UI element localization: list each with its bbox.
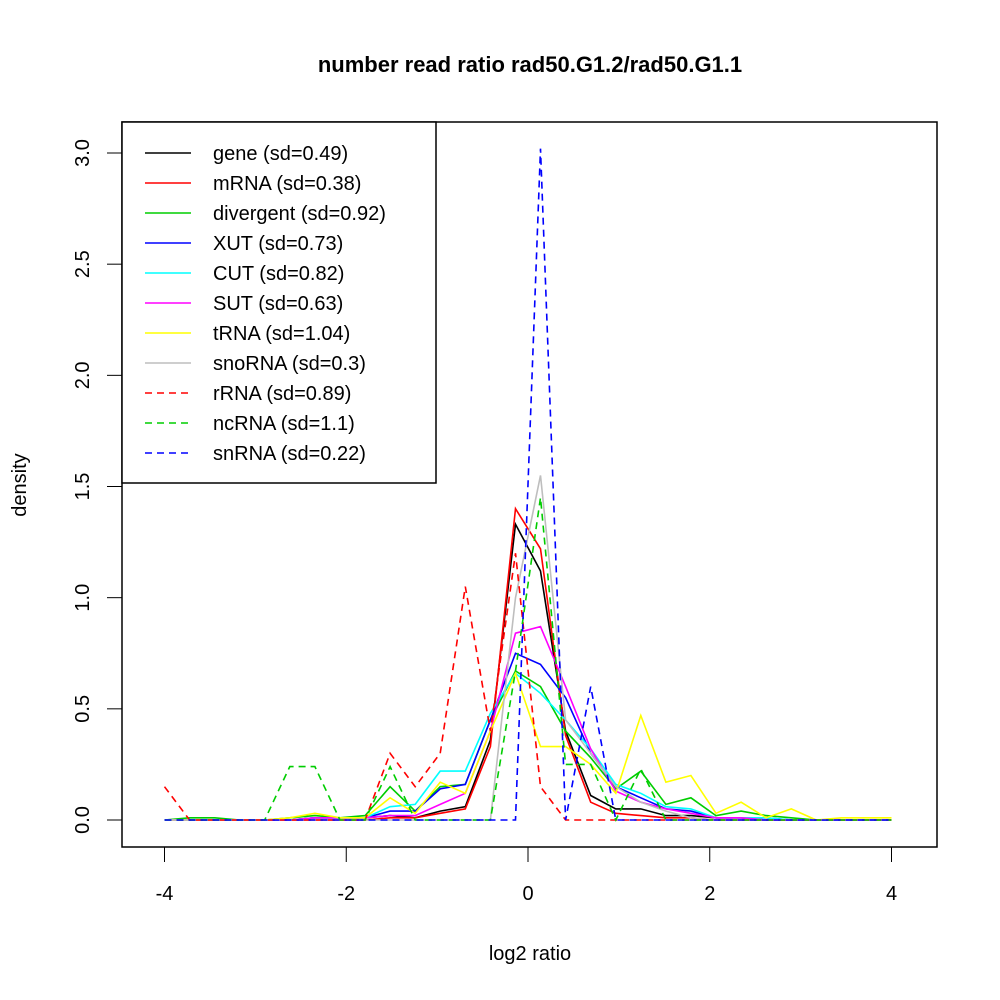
series-line-snrna — [164, 148, 892, 821]
series-lines — [163, 148, 892, 822]
y-tick-label: 1.0 — [72, 584, 94, 612]
y-tick-label: 0.0 — [72, 806, 94, 834]
y-tick-label: 0.5 — [72, 695, 94, 723]
y-tick-label: 1.5 — [72, 473, 94, 501]
x-tick-label: -4 — [156, 883, 174, 905]
series-line-snorna — [164, 475, 892, 821]
legend-label: rRNA (sd=0.89) — [213, 383, 351, 405]
legend-label: XUT (sd=0.73) — [213, 233, 343, 255]
x-tick-label: 0 — [522, 883, 533, 905]
series-line-cut — [164, 672, 892, 821]
y-axis-label: density — [9, 453, 31, 516]
series-line-rrna — [163, 553, 892, 821]
y-tick-label: 3.0 — [72, 139, 94, 167]
x-tick-label: 4 — [886, 883, 897, 905]
chart-title: number read ratio rad50.G1.2/rad50.G1.1 — [318, 52, 742, 77]
legend-label: snRNA (sd=0.22) — [213, 443, 366, 465]
legend-label: ncRNA (sd=1.1) — [213, 413, 355, 435]
legend-label: gene (sd=0.49) — [213, 143, 348, 165]
x-tick-label: -2 — [337, 883, 355, 905]
series-line-trna — [164, 671, 892, 821]
series-line-ncrna — [164, 497, 892, 822]
y-tick-label: 2.5 — [72, 250, 94, 278]
legend-label: snoRNA (sd=0.3) — [213, 353, 366, 375]
legend-label: tRNA (sd=1.04) — [213, 323, 350, 345]
y-tick-label: 2.0 — [72, 361, 94, 389]
series-line-divergent — [164, 669, 892, 821]
legend-label: divergent (sd=0.92) — [213, 203, 386, 225]
legend-label: mRNA (sd=0.38) — [213, 173, 361, 195]
legend-label: CUT (sd=0.82) — [213, 263, 344, 285]
legend-label: SUT (sd=0.63) — [213, 293, 343, 315]
x-tick-label: 2 — [704, 883, 715, 905]
plot-frame — [121, 121, 938, 848]
x-axis-label: log2 ratio — [489, 943, 571, 965]
legend: gene (sd=0.49) mRNA (sd=0.38) divergent (s… — [121, 121, 437, 484]
series-line-sut — [164, 625, 892, 821]
